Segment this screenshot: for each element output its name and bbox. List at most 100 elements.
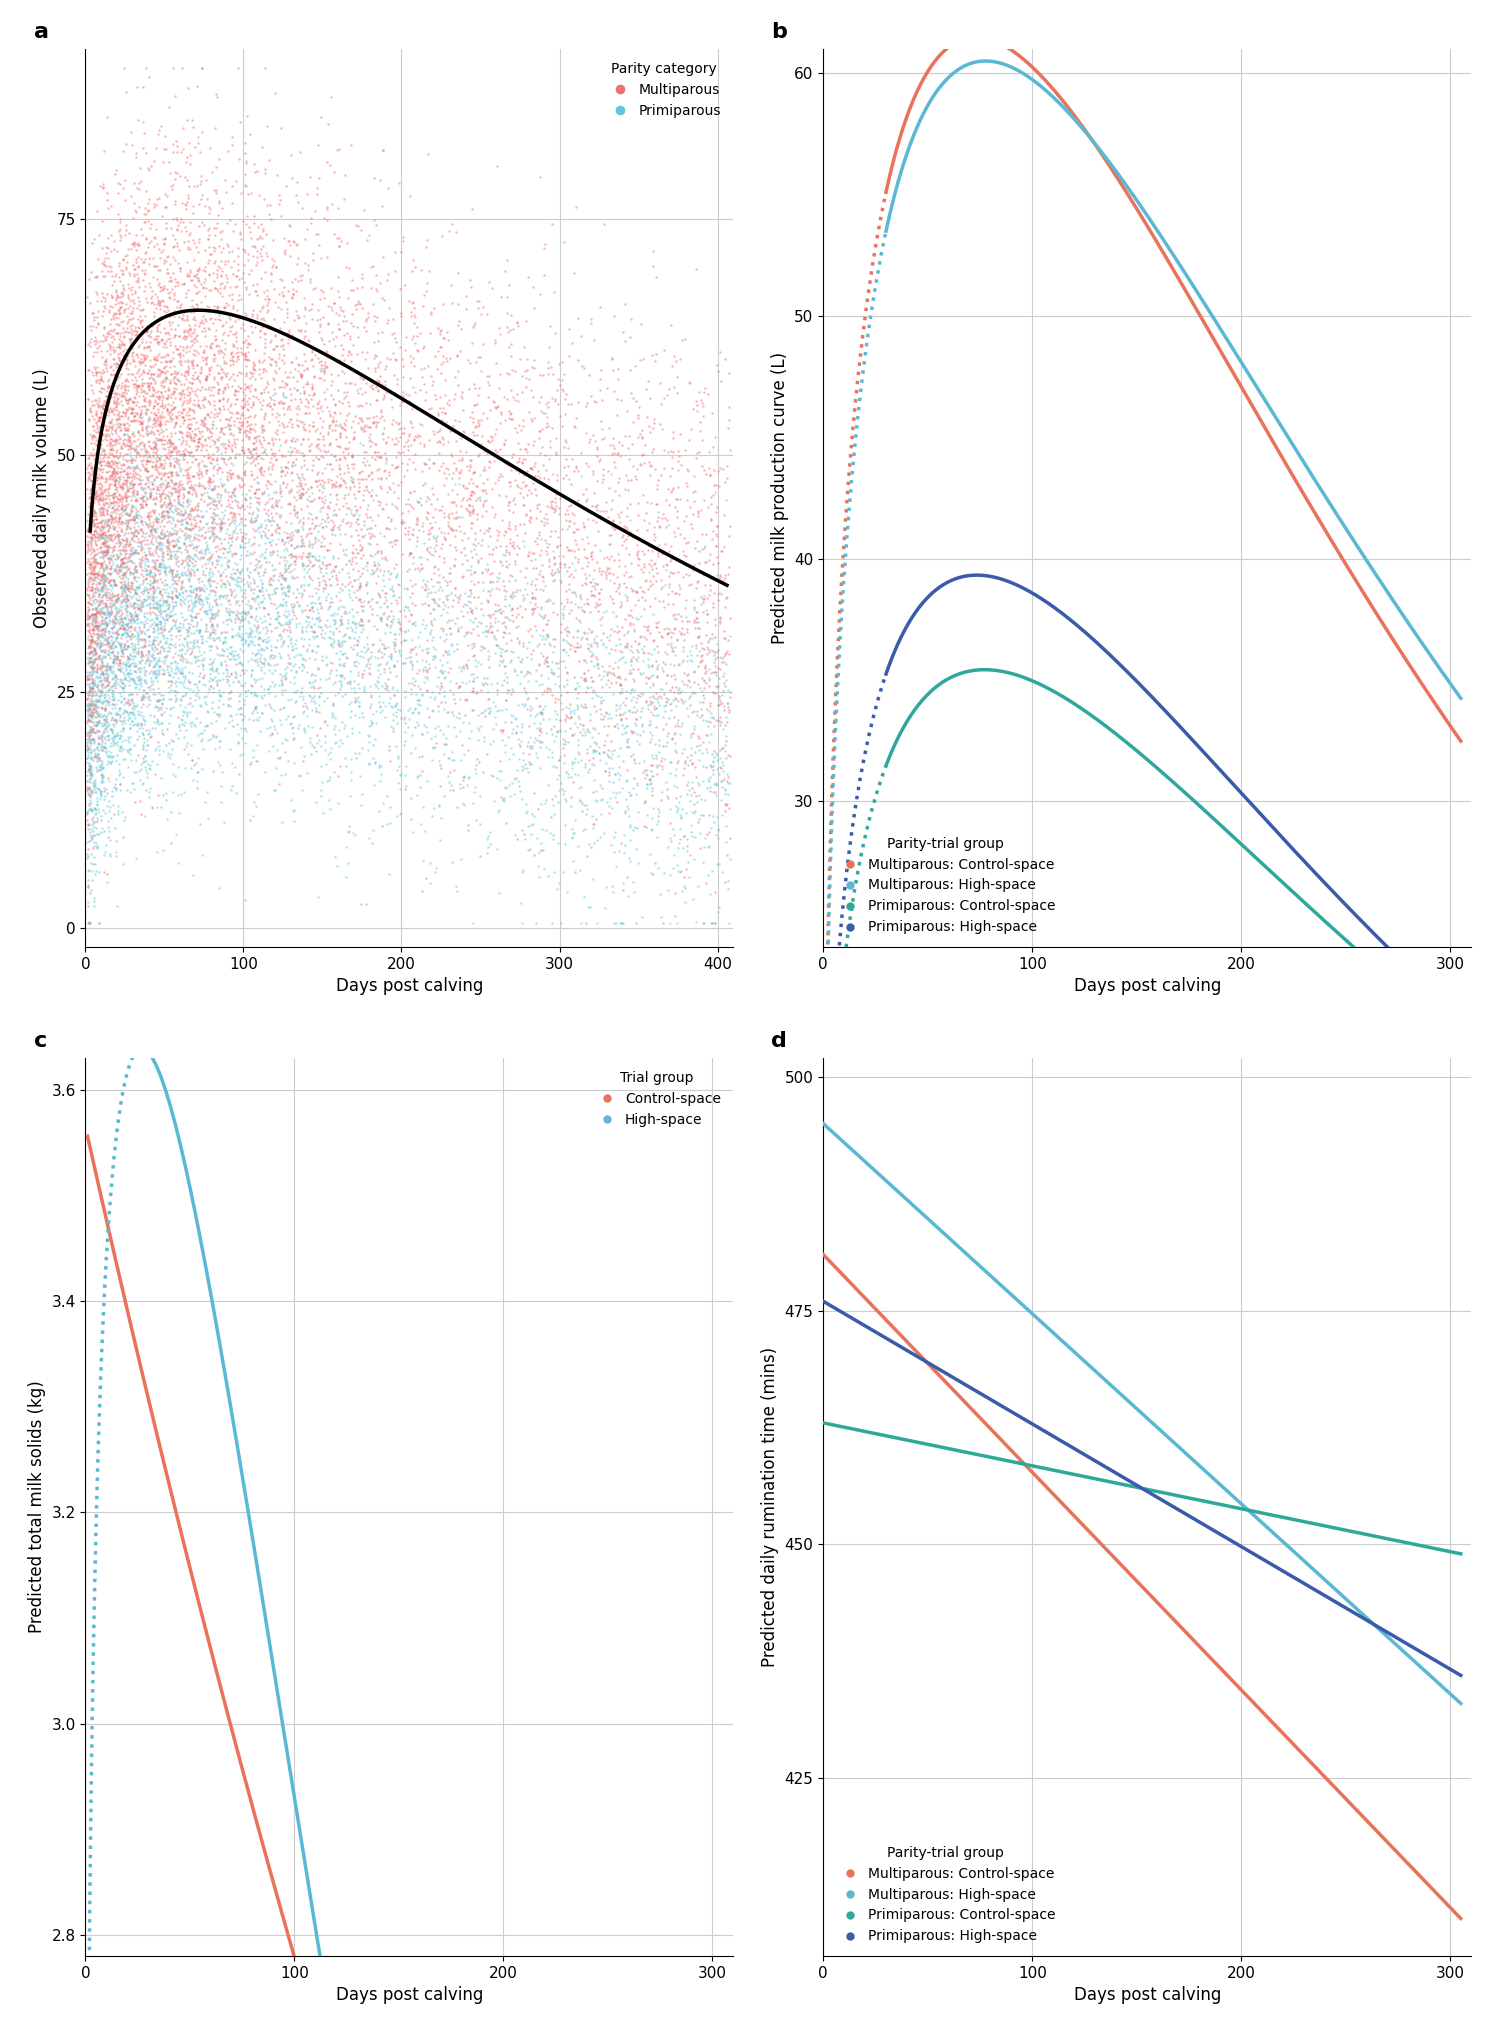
- Point: [108, 650, 132, 683]
- Point: [459, 559, 483, 591]
- Point: [607, 624, 631, 656]
- Point: [192, 557, 216, 589]
- Point: [96, 473, 120, 506]
- Point: [393, 707, 417, 740]
- Point: [342, 575, 366, 608]
- Point: [97, 538, 121, 571]
- Point: [76, 693, 100, 725]
- Point: [544, 423, 568, 455]
- Point: [208, 559, 232, 591]
- Point: [183, 585, 207, 618]
- Point: [436, 516, 460, 549]
- Point: [198, 471, 222, 504]
- Point: [151, 392, 175, 425]
- Point: [472, 632, 496, 664]
- Point: [295, 557, 319, 589]
- Point: [100, 662, 124, 695]
- Point: [220, 258, 244, 291]
- Point: [514, 305, 538, 337]
- Point: [249, 207, 273, 240]
- Point: [87, 727, 111, 760]
- Point: [99, 620, 123, 652]
- Point: [228, 215, 252, 248]
- Point: [409, 608, 433, 640]
- Point: [604, 599, 628, 632]
- Point: [519, 374, 543, 406]
- Point: [318, 563, 342, 595]
- Point: [351, 658, 375, 691]
- Point: [159, 488, 183, 520]
- Point: [309, 530, 333, 563]
- Point: [187, 374, 211, 406]
- Point: [91, 557, 115, 589]
- Point: [288, 378, 312, 410]
- Point: [241, 478, 265, 510]
- Point: [147, 738, 171, 770]
- Point: [439, 512, 463, 545]
- Point: [109, 608, 133, 640]
- Point: [85, 425, 109, 457]
- Point: [567, 746, 591, 778]
- Point: [90, 571, 114, 604]
- Point: [96, 514, 120, 547]
- Point: [196, 221, 220, 254]
- Point: [570, 437, 594, 469]
- Point: [480, 425, 504, 457]
- Point: [399, 406, 423, 439]
- Point: [619, 642, 643, 675]
- Point: [124, 622, 148, 654]
- Point: [361, 374, 385, 406]
- Point: [438, 774, 462, 807]
- Point: [90, 522, 114, 555]
- Point: [364, 274, 388, 307]
- Point: [90, 644, 114, 677]
- Point: [90, 498, 114, 530]
- Point: [150, 652, 174, 685]
- Point: [618, 809, 642, 841]
- Point: [97, 601, 121, 634]
- Point: [385, 362, 409, 394]
- Point: [213, 372, 237, 404]
- Point: [339, 671, 363, 703]
- Point: [163, 612, 187, 644]
- Point: [391, 362, 415, 394]
- Point: [363, 508, 387, 541]
- Point: [450, 313, 474, 345]
- Point: [513, 459, 537, 492]
- Point: [277, 549, 301, 581]
- Point: [220, 358, 244, 390]
- Point: [241, 563, 265, 595]
- Point: [460, 695, 484, 727]
- Point: [183, 323, 207, 356]
- Point: [285, 408, 309, 441]
- Point: [75, 797, 99, 829]
- Point: [627, 534, 651, 567]
- Point: [481, 760, 505, 792]
- Point: [178, 234, 202, 266]
- Point: [103, 465, 127, 498]
- Point: [318, 585, 342, 618]
- Point: [412, 612, 436, 644]
- Point: [153, 408, 177, 441]
- Point: [114, 581, 138, 614]
- Point: [247, 419, 271, 451]
- Point: [544, 752, 568, 784]
- Point: [123, 536, 147, 569]
- Point: [544, 478, 568, 510]
- Point: [357, 656, 381, 689]
- Point: [79, 457, 103, 490]
- Point: [103, 463, 127, 496]
- Point: [279, 384, 303, 417]
- Point: [75, 734, 99, 766]
- Point: [153, 423, 177, 455]
- Point: [259, 528, 283, 561]
- Point: [216, 689, 240, 721]
- Point: [148, 707, 172, 740]
- Point: [123, 628, 147, 660]
- Point: [195, 398, 219, 431]
- Point: [223, 270, 247, 303]
- Point: [313, 569, 337, 601]
- Point: [111, 640, 135, 673]
- Point: [511, 402, 535, 435]
- Point: [555, 620, 579, 652]
